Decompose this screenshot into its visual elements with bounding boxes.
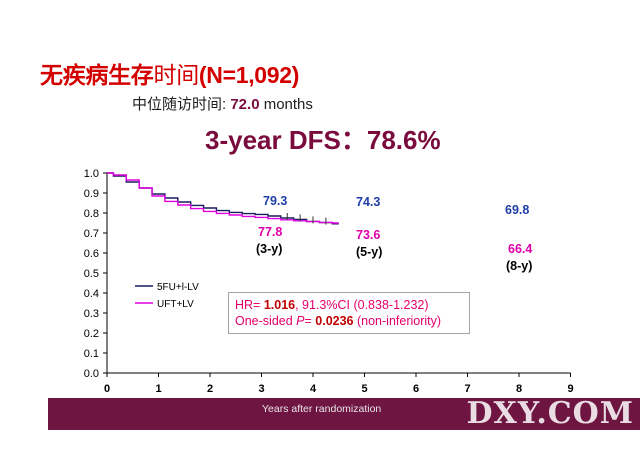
hr-prefix: HR= [235, 298, 264, 312]
annotation-label: (8-y) [506, 259, 532, 273]
x-tick-label: 4 [310, 383, 317, 395]
x-tick-label: 2 [207, 383, 213, 395]
x-tick-label: 0 [104, 383, 110, 395]
hr-box: HR= 1.016, 91.3%CI (0.838-1.232) One-sid… [228, 292, 470, 334]
dfs-sep: ： [340, 125, 367, 155]
y-tick-label: 0.8 [84, 208, 99, 220]
y-tick-label: 0.1 [84, 348, 99, 360]
p-symbol: P [296, 314, 305, 328]
y-tick-label: 0.9 [84, 188, 99, 200]
annotation-label: 73.6 [356, 228, 380, 242]
p-eq: = [304, 314, 316, 328]
y-tick-label: 0.7 [84, 228, 99, 240]
y-tick-label: 0.3 [84, 308, 99, 320]
x-tick-label: 1 [155, 383, 161, 395]
title-cn: 无疾病生存 [40, 62, 154, 88]
hr-value: 1.016 [263, 298, 296, 312]
y-tick-label: 0.2 [84, 328, 99, 340]
legend-label: 5FU+l-LV [157, 282, 199, 293]
watermark-text: DXY.COM [466, 396, 634, 431]
annotation-label: 69.8 [505, 203, 529, 217]
x-tick-label: 8 [516, 383, 522, 395]
annotation-label: 74.3 [356, 195, 380, 209]
x-axis-label: Years after randomization [262, 403, 382, 415]
hr-ci: , 91.3%CI (0.838-1.232) [295, 298, 429, 312]
median-followup: 中位随访时间: 72.0 months [132, 93, 313, 114]
p-line: One-sided P= 0.0236 (non-inferiority) [235, 313, 463, 329]
dfs-headline: 3-year DFS：78.6% [205, 120, 441, 157]
y-tick-label: 0.4 [84, 288, 99, 300]
median-label: 中位随访时间: [132, 96, 231, 113]
annotation-label: (3-y) [256, 242, 282, 256]
title-cn-thin: 时间 [153, 62, 200, 88]
x-tick-label: 6 [413, 383, 419, 395]
series-line-1 [107, 172, 339, 224]
legend-label: UFT+LV [157, 299, 194, 310]
x-tick-label: 5 [361, 383, 367, 395]
y-tick-label: 0.6 [84, 248, 99, 260]
median-value: 72.0 [230, 96, 260, 113]
p-value: 0.0236 [315, 314, 354, 328]
hr-line: HR= 1.016, 91.3%CI (0.838-1.232) [235, 297, 463, 313]
y-tick-label: 0.5 [84, 268, 99, 280]
y-tick-label: 0.0 [84, 368, 99, 380]
annotation-label: (5-y) [356, 245, 382, 259]
title-n: (N=1,092) [198, 62, 300, 88]
page-title: 无疾病生存时间(N=1,092) [40, 56, 299, 90]
bottom-band [48, 398, 640, 430]
annotation-label: 79.3 [263, 194, 287, 208]
y-tick-label: 1.0 [84, 168, 99, 180]
annotation-label: 77.8 [258, 225, 282, 239]
annotation-label: 66.4 [508, 242, 532, 256]
p-prefix: One-sided [235, 314, 297, 328]
series-line-0 [107, 172, 339, 225]
x-tick-label: 3 [258, 383, 264, 395]
p-rest: (non-inferiority) [353, 314, 442, 328]
x-tick-label: 9 [567, 383, 573, 395]
median-unit: months [259, 96, 313, 113]
dfs-value: 78.6% [366, 125, 441, 155]
x-tick-label: 7 [464, 383, 470, 395]
dfs-label: 3-year DFS [205, 125, 341, 155]
